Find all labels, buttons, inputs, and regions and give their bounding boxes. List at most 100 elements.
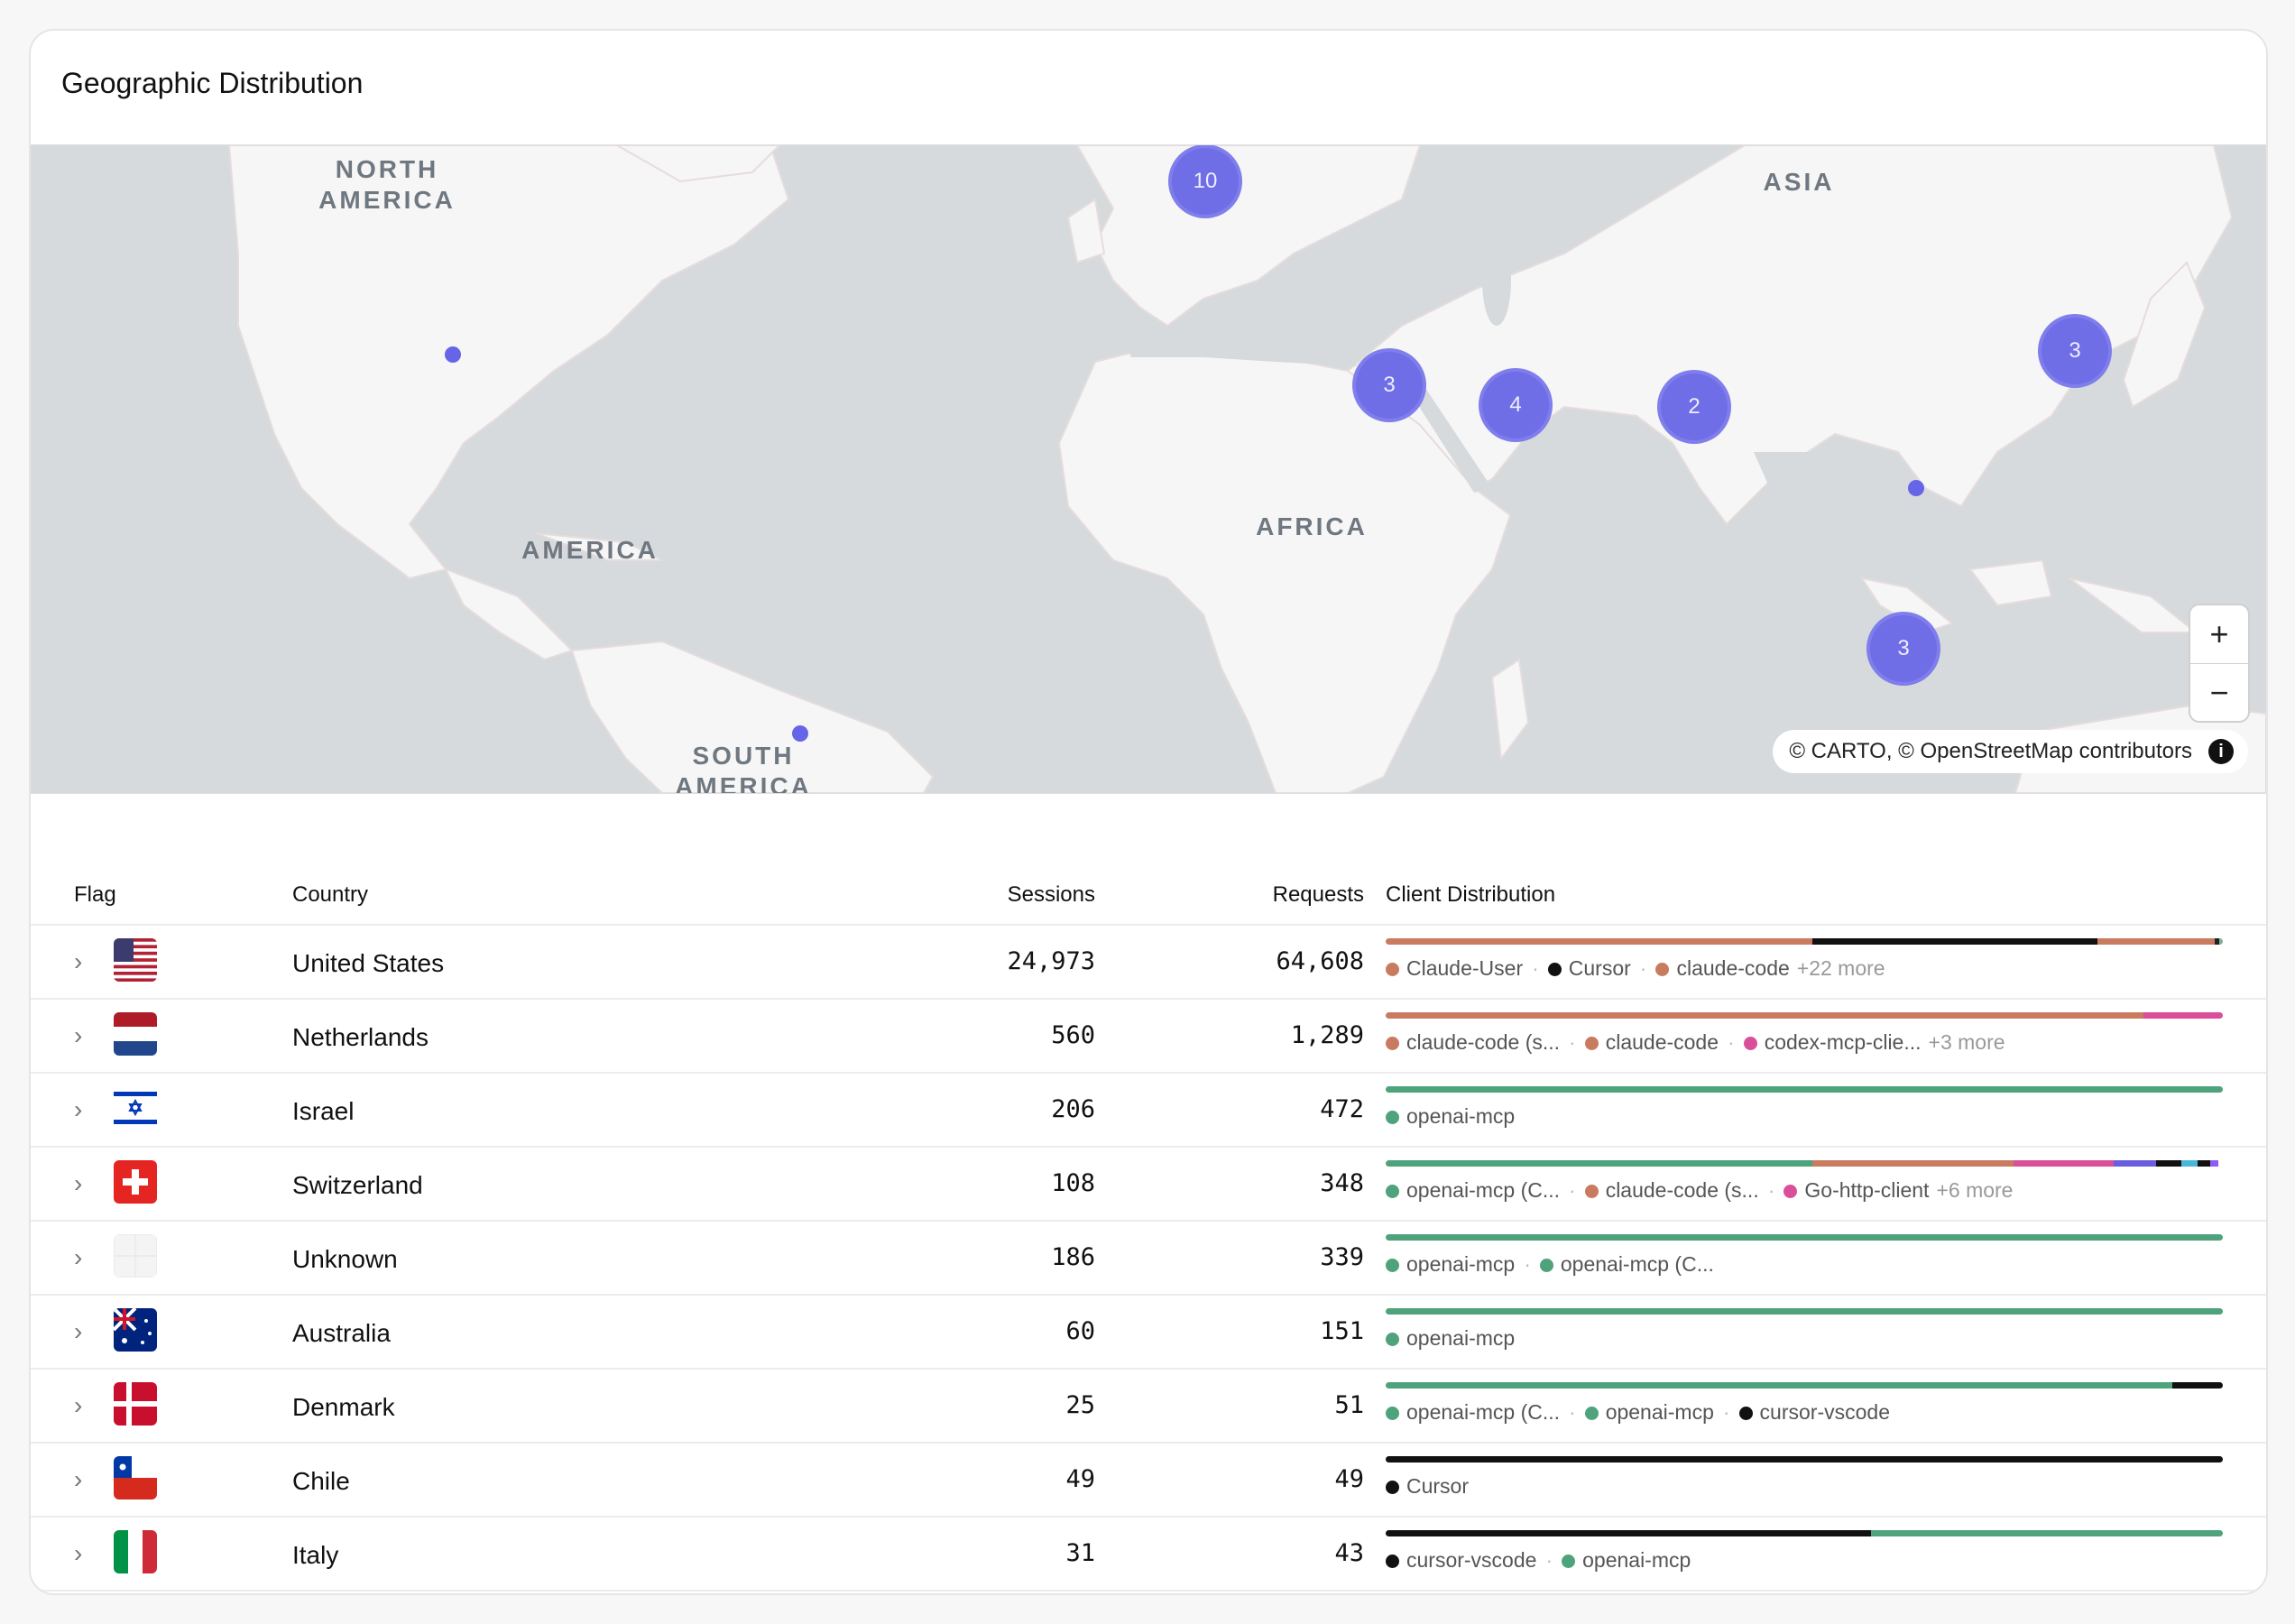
cluster-marker-gulf[interactable]: 4 — [1479, 368, 1553, 442]
card-title: Geographic Distribution — [61, 67, 364, 99]
bar-segment[interactable] — [2198, 1160, 2211, 1167]
bar-segment[interactable] — [1386, 938, 1813, 945]
info-icon[interactable]: i — [2208, 739, 2234, 764]
legend-label: codex-mcp-clie... — [1764, 1030, 1922, 1054]
table-row[interactable]: › Unknown 186 339 openai-mcp · openai-mcp (C..… — [31, 1220, 2266, 1296]
bar-segment[interactable] — [2155, 1160, 2181, 1167]
client-distribution-bar[interactable] — [1386, 1530, 2223, 1536]
expand-chevron-icon[interactable]: › — [74, 1021, 83, 1049]
flag-denmark-icon — [114, 1382, 157, 1426]
bar-segment[interactable] — [2180, 1160, 2198, 1167]
expand-chevron-icon[interactable]: › — [74, 1391, 83, 1419]
expand-chevron-icon[interactable]: › — [74, 1317, 83, 1345]
bar-segment[interactable] — [1386, 1086, 2223, 1093]
bar-segment[interactable] — [2172, 1382, 2223, 1389]
client-distribution-bar[interactable] — [1386, 1308, 2223, 1315]
cluster-marker-korea-japan[interactable]: 3 — [2038, 314, 2112, 388]
zoom-out-button[interactable]: − — [2209, 674, 2229, 711]
point-marker-us[interactable] — [445, 346, 461, 363]
bar-segment[interactable] — [1386, 1382, 2173, 1389]
bar-segment[interactable] — [1386, 1530, 1872, 1536]
legend-separator: · — [1722, 1400, 1730, 1424]
header-sessions[interactable]: Sessions — [1007, 882, 1095, 907]
table-row[interactable]: › Israel 206 472 openai-mcp — [31, 1072, 2266, 1148]
client-distribution-bar[interactable] — [1386, 1382, 2223, 1389]
world-map[interactable]: NORTH AMERICA AMERICA SOUTH AMERICA AFRI… — [31, 144, 2266, 794]
table-row[interactable]: › Switzerland 108 348 openai-mcp (C... · claud… — [31, 1146, 2266, 1222]
header-requests[interactable]: Requests — [1272, 882, 1364, 907]
expand-chevron-icon[interactable]: › — [74, 947, 83, 975]
country-name: Unknown — [292, 1245, 398, 1273]
bar-segment[interactable] — [2214, 938, 2220, 945]
table-row[interactable]: › Netherlands 560 1,289 claude-code (s... · cl… — [31, 998, 2266, 1074]
expand-chevron-icon[interactable]: › — [74, 1169, 83, 1197]
legend-separator: · — [1569, 1400, 1576, 1424]
flag-switzerland-icon — [114, 1160, 157, 1204]
table-row[interactable]: › Denmark 25 51 openai-mcp (C... · openai-mcp ·… — [31, 1368, 2266, 1444]
sessions-value: 25 — [1065, 1391, 1095, 1419]
legend-more-link[interactable]: +6 more — [1936, 1178, 2014, 1202]
expand-chevron-icon[interactable]: › — [74, 1243, 83, 1271]
country-name: Switzerland — [292, 1171, 423, 1199]
legend-dot-icon — [1584, 1185, 1599, 1198]
client-legend: openai-mcp — [1386, 1104, 1515, 1129]
expand-chevron-icon[interactable]: › — [74, 1465, 83, 1493]
table-row[interactable]: › United States 24,973 64,608 Claude-User · Cu… — [31, 924, 2266, 1000]
cluster-marker-levant[interactable]: 3 — [1352, 348, 1426, 422]
table-row[interactable]: › Australia 60 151 openai-mcp — [31, 1294, 2266, 1370]
bar-segment[interactable] — [1812, 1160, 2014, 1167]
point-marker-vietnam[interactable] — [1908, 480, 1924, 496]
client-legend: openai-mcp · openai-mcp (C... — [1386, 1252, 1714, 1277]
bar-segment[interactable] — [1386, 1456, 2223, 1463]
requests-value: 43 — [1334, 1539, 1364, 1567]
legend-more-link[interactable]: +3 more — [1928, 1030, 2005, 1054]
table-row[interactable]: › Chile 49 49 Cursor — [31, 1442, 2266, 1518]
client-distribution-bar[interactable] — [1386, 1234, 2223, 1241]
cluster-marker-europe[interactable]: 10 — [1168, 145, 1242, 218]
bar-segment[interactable] — [1812, 938, 2097, 945]
cluster-marker-southeast-asia[interactable]: 3 — [1866, 612, 1940, 686]
bar-segment[interactable] — [2210, 1160, 2219, 1167]
sessions-value: 186 — [1051, 1243, 1095, 1271]
bar-segment[interactable] — [2013, 1160, 2115, 1167]
attribution-text[interactable]: © CARTO, © OpenStreetMap contributors — [1789, 739, 2192, 763]
client-legend: cursor-vscode · openai-mcp — [1386, 1548, 1691, 1573]
legend-more-link[interactable]: +22 more — [1796, 956, 1885, 980]
client-distribution-bar[interactable] — [1386, 1086, 2223, 1093]
table-row[interactable]: › Italy 31 43 cursor-vscode · openai-mcp — [31, 1516, 2266, 1592]
flag-us-icon — [114, 938, 157, 982]
header-country[interactable]: Country — [292, 882, 369, 907]
bar-segment[interactable] — [1386, 1160, 1813, 1167]
bar-segment[interactable] — [1386, 1308, 2223, 1315]
point-marker-brazil[interactable] — [792, 725, 808, 742]
country-name: Denmark — [292, 1393, 395, 1421]
country-name: Netherlands — [292, 1023, 429, 1051]
sessions-value: 108 — [1051, 1169, 1095, 1197]
client-distribution-bar[interactable] — [1386, 938, 2223, 945]
bar-segment[interactable] — [1871, 1530, 2223, 1536]
legend-dot-icon — [1738, 1407, 1753, 1420]
bar-segment[interactable] — [2097, 938, 2215, 945]
legend-label: claude-code (s... — [1406, 1030, 1561, 1054]
expand-chevron-icon[interactable]: › — [74, 1539, 83, 1567]
legend-dot-icon — [1539, 1259, 1553, 1272]
legend-label: cursor-vscode — [1759, 1400, 1890, 1424]
bar-segment[interactable] — [2114, 1160, 2156, 1167]
label-north-america: NORTH AMERICA — [318, 155, 456, 214]
bar-segment[interactable] — [1386, 1012, 2143, 1019]
legend-separator: · — [1524, 1252, 1531, 1276]
client-legend: openai-mcp (C... · openai-mcp · cursor-vscod… — [1386, 1400, 1890, 1425]
zoom-in-button[interactable]: + — [2190, 605, 2248, 664]
bar-segment[interactable] — [2143, 1012, 2223, 1019]
expand-chevron-icon[interactable]: › — [74, 1095, 83, 1123]
cluster-marker-south-asia[interactable]: 2 — [1657, 370, 1731, 444]
requests-value: 339 — [1320, 1243, 1364, 1271]
legend-separator: · — [1545, 1548, 1553, 1572]
client-distribution-bar[interactable] — [1386, 1456, 2223, 1463]
client-distribution-bar[interactable] — [1386, 1160, 2223, 1167]
legend-label: claude-code — [1676, 956, 1790, 980]
client-distribution-bar[interactable] — [1386, 1012, 2223, 1019]
legend-label: Cursor — [1568, 956, 1631, 980]
bar-segment[interactable] — [2219, 938, 2223, 945]
bar-segment[interactable] — [1386, 1234, 2223, 1241]
